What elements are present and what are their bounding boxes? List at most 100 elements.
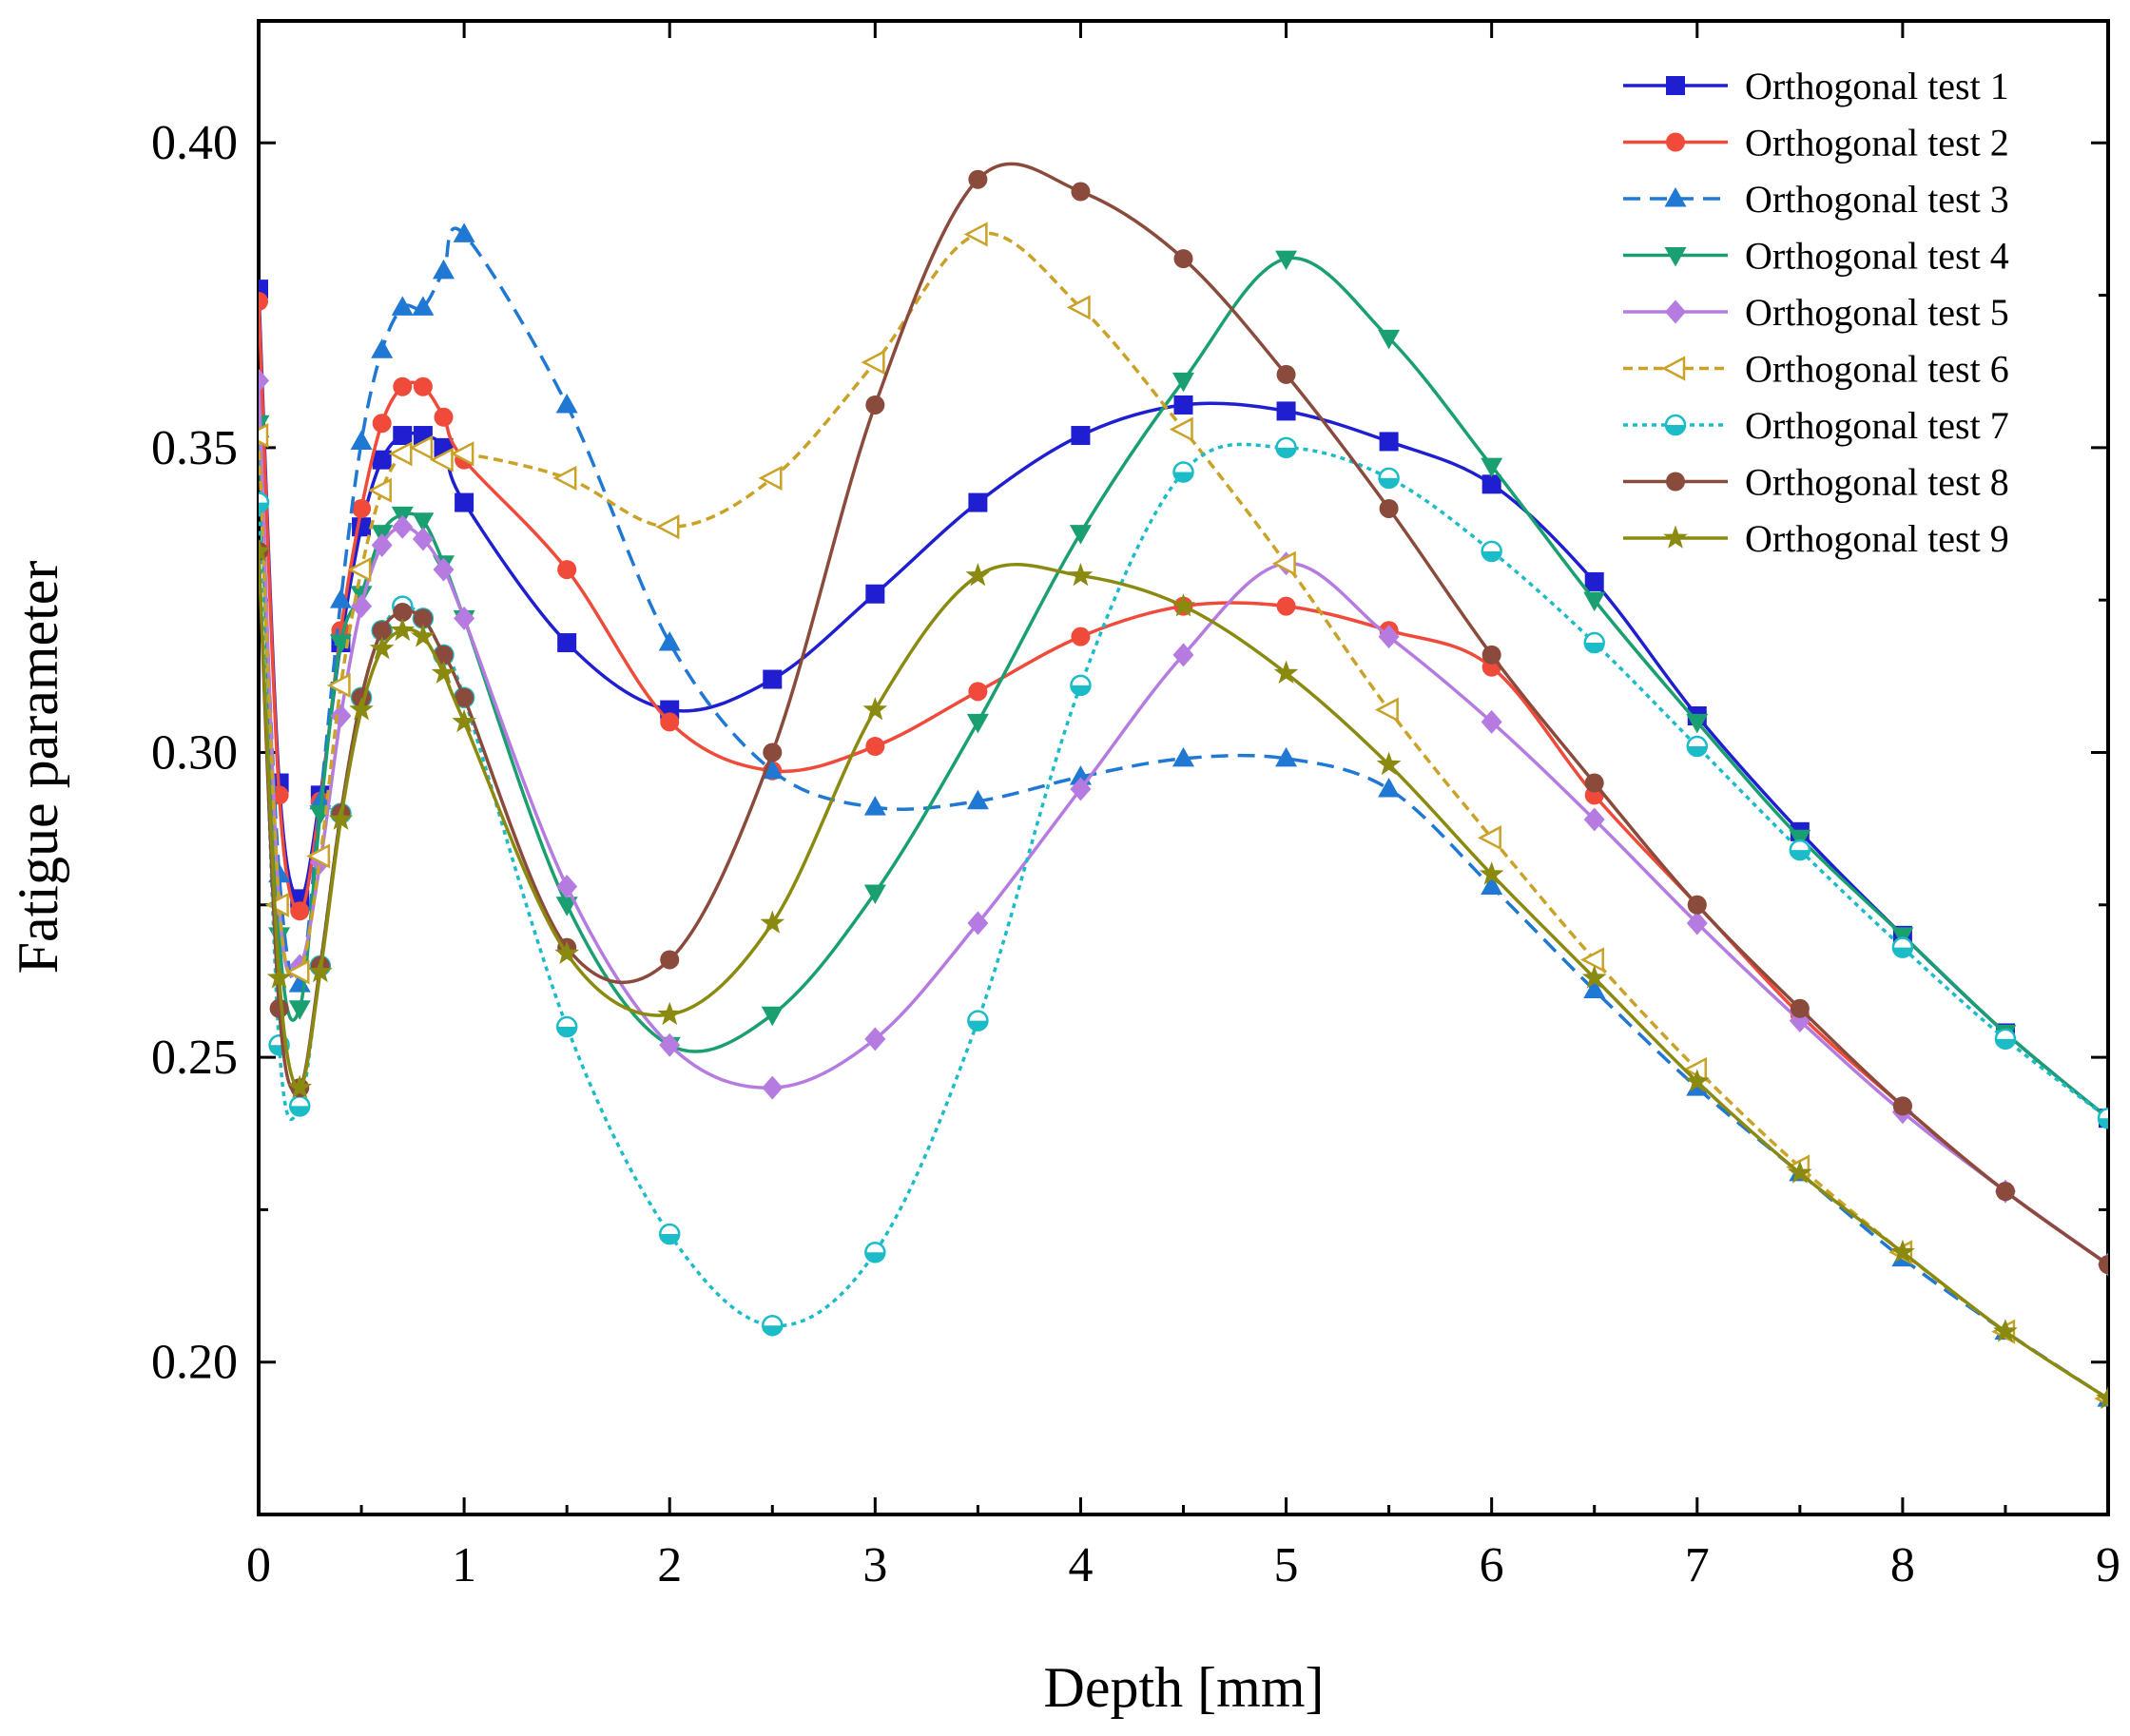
x-axis-title: Depth [mm] — [1044, 1656, 1325, 1719]
y-tick-label: 0.20 — [151, 1336, 238, 1390]
data-point — [329, 588, 352, 608]
series-line — [259, 256, 2108, 1120]
data-point — [658, 1223, 681, 1245]
data-point — [412, 296, 435, 316]
legend-label: Orthogonal test 8 — [1745, 461, 2009, 504]
data-point — [1993, 1319, 2018, 1342]
data-point — [392, 514, 414, 539]
data-point — [758, 465, 783, 491]
data-point-fill — [1173, 472, 1193, 482]
data-point-fill — [1071, 685, 1091, 695]
data-point-fill — [763, 1325, 783, 1336]
data-point — [1666, 76, 1685, 95]
data-point — [1173, 249, 1193, 269]
data-point — [288, 1000, 311, 1020]
legend-label: Orthogonal test 3 — [1745, 178, 2009, 221]
data-point — [259, 422, 269, 449]
data-point — [761, 759, 784, 780]
series-line — [259, 231, 2108, 1400]
data-point — [1481, 540, 1502, 563]
data-point-fill — [1379, 477, 1399, 488]
data-point — [966, 713, 989, 734]
legend-label: Orthogonal test 6 — [1745, 348, 2009, 391]
data-point — [1664, 247, 1687, 267]
y-tick-label: 0.35 — [151, 421, 238, 475]
data-point — [555, 393, 578, 414]
data-point — [1071, 426, 1091, 446]
data-point — [455, 492, 474, 512]
data-point — [433, 259, 455, 280]
legend-item: Orthogonal test 8 — [1623, 461, 2009, 504]
data-point — [391, 296, 414, 316]
data-point — [388, 441, 413, 467]
data-point — [763, 743, 783, 762]
y-tick-label: 0.40 — [151, 116, 238, 170]
data-point-fill — [1666, 425, 1685, 434]
data-point — [1275, 746, 1298, 767]
data-point — [865, 395, 885, 415]
data-point — [429, 447, 454, 473]
data-point — [865, 584, 885, 604]
data-point — [287, 1074, 313, 1099]
series-7 — [259, 436, 2108, 1337]
legend-item: Orthogonal test 2 — [1623, 122, 2009, 164]
x-tick-label: 0 — [246, 1538, 271, 1592]
legend: Orthogonal test 1 Orthogonal test 2 Orthog… — [1623, 65, 2009, 560]
data-point — [1070, 674, 1092, 697]
data-point — [411, 624, 436, 647]
data-point — [968, 169, 988, 189]
x-tick-label: 2 — [657, 1538, 682, 1592]
data-point — [1686, 735, 1709, 758]
series-line — [259, 380, 2108, 1266]
data-point — [259, 291, 268, 311]
data-point — [1378, 777, 1401, 798]
data-point — [349, 697, 374, 721]
x-tick-label: 8 — [1890, 1538, 1915, 1592]
data-point — [655, 514, 680, 540]
data-point — [434, 407, 454, 427]
data-point — [413, 608, 433, 628]
data-point — [1581, 965, 1607, 989]
data-point — [431, 660, 456, 684]
legend-label: Orthogonal test 1 — [1745, 65, 2009, 107]
legend-item: Orthogonal test 4 — [1623, 235, 2009, 278]
data-point — [455, 687, 474, 707]
data-point — [659, 1032, 681, 1057]
data-point — [1479, 861, 1504, 885]
data-point — [1664, 187, 1687, 207]
data-point — [454, 606, 475, 630]
data-point — [393, 426, 413, 446]
legend-label: Orthogonal test 9 — [1745, 517, 2009, 560]
data-point — [347, 557, 372, 583]
data-point — [968, 492, 988, 512]
y-tick-label: 0.25 — [151, 1031, 238, 1085]
data-point — [372, 450, 392, 470]
x-tick-label: 1 — [452, 1538, 476, 1592]
data-point — [1994, 1028, 2017, 1051]
data-point — [290, 901, 310, 921]
data-point-fill — [1790, 850, 1810, 860]
data-point — [1172, 372, 1194, 393]
series-5 — [259, 368, 2108, 1277]
data-point-fill — [1481, 550, 1501, 561]
legend-item: Orthogonal test 1 — [1623, 65, 2009, 107]
data-point — [1171, 593, 1196, 617]
data-point — [1890, 1239, 1915, 1263]
data-point-fill — [2099, 1118, 2108, 1128]
data-point — [1664, 414, 1687, 436]
data-point — [660, 712, 680, 732]
x-tick-label: 4 — [1068, 1538, 1093, 1592]
data-point-fill — [660, 1234, 680, 1244]
data-point — [326, 672, 351, 699]
legend-label: Orthogonal test 7 — [1745, 404, 2009, 447]
data-point — [1276, 596, 1296, 616]
data-point — [861, 350, 885, 376]
data-point — [1481, 875, 1503, 896]
data-point — [1665, 299, 1686, 324]
data-point — [865, 737, 885, 757]
series-line — [259, 550, 2108, 1400]
data-point — [1686, 713, 1709, 734]
data-point — [1583, 591, 1606, 612]
data-point — [863, 884, 886, 904]
y-axis-title: Fatigue parameter — [7, 561, 69, 974]
